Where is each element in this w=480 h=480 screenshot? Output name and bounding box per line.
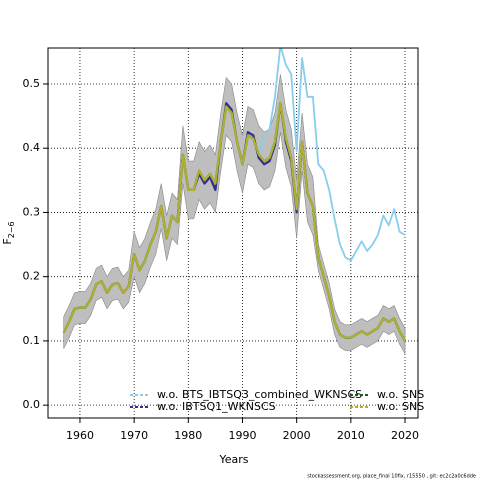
x-tick-label: 2000: [283, 429, 311, 442]
x-axis-label: Years: [218, 453, 248, 466]
y-tick-label: 0.1: [23, 334, 41, 347]
x-tick-label: 2020: [391, 429, 419, 442]
plot-frame: [47, 47, 419, 419]
legend-label: w.o. IBTSQ1_WKNSCS: [157, 400, 276, 413]
y-tick-label: 0.3: [23, 205, 41, 218]
x-tick-label: 1980: [174, 429, 202, 442]
y-tick-label: 0.0: [23, 398, 41, 411]
x-tick-label: 2010: [337, 429, 365, 442]
confidence-band: [63, 74, 406, 355]
footnote: stockassessment.org, place_final 10fix, …: [307, 474, 476, 480]
y-axis-label-sub: 2−6: [7, 221, 16, 238]
y-axis-label-main: F: [1, 238, 14, 244]
legend-label: w.o. SNS: [377, 400, 424, 413]
series-line: [62, 102, 406, 342]
x-tick-label: 1960: [66, 429, 94, 442]
legend-label: w.o. BTS_IBTSQ3_combined_WKNSCS: [157, 388, 362, 401]
x-tick-label: 1990: [228, 429, 256, 442]
x-tick-label: 1970: [120, 429, 148, 442]
y-tick-label: 0.4: [23, 141, 41, 154]
y-axis-label: F2−6: [1, 221, 16, 244]
plot-area: [62, 48, 406, 355]
y-tick-label: 0.5: [23, 77, 41, 90]
legend-label: w.o. SNS: [377, 388, 424, 401]
y-tick-label: 0.2: [23, 270, 41, 283]
